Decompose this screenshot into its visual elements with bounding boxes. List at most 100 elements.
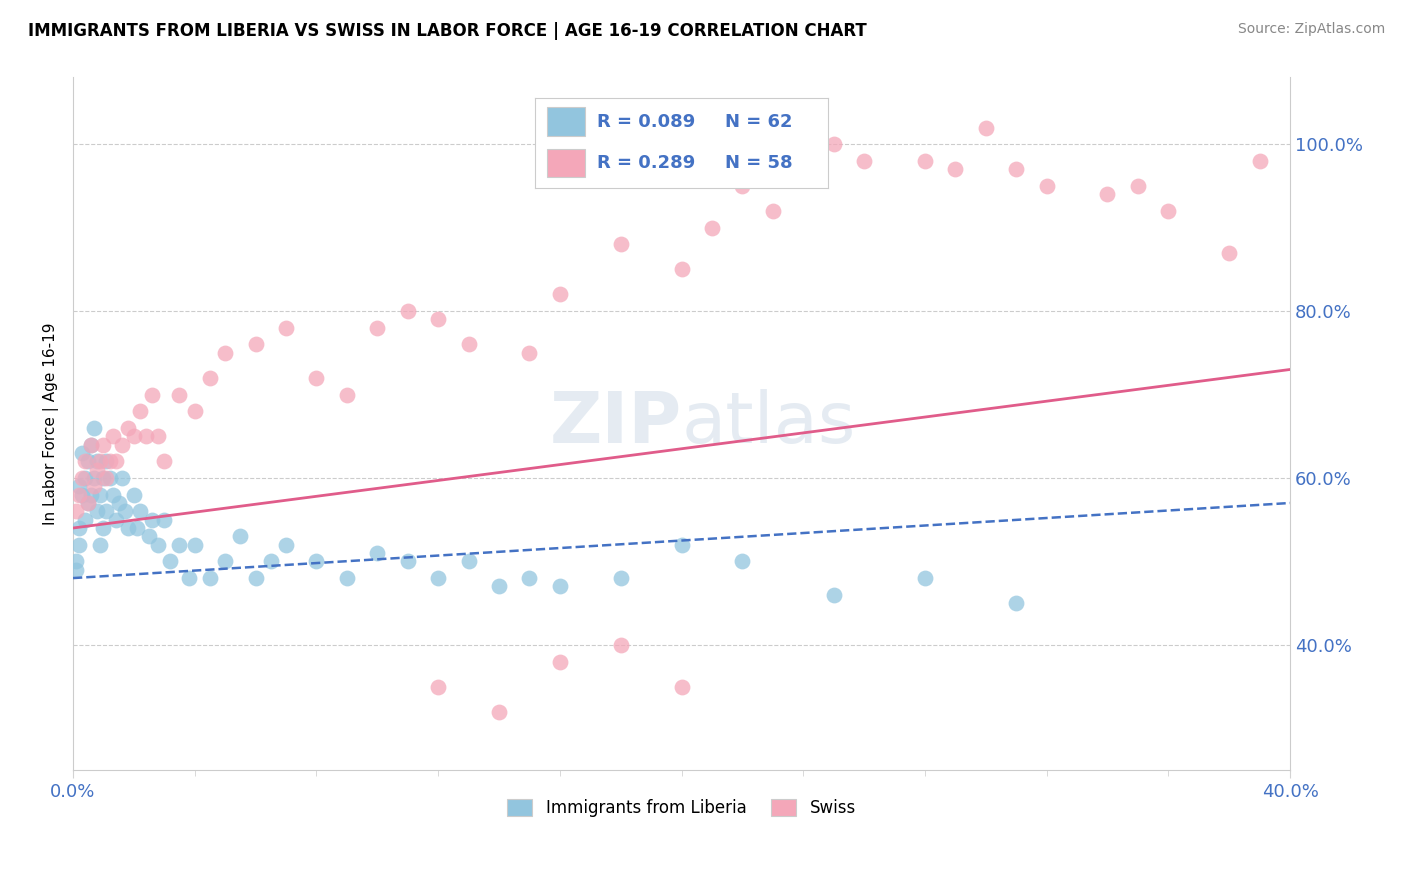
Point <box>214 346 236 360</box>
Point <box>75 471 97 485</box>
Point <box>111 471 134 485</box>
Point <box>396 554 419 568</box>
Point <box>671 680 693 694</box>
Point <box>245 571 267 585</box>
Point <box>89 488 111 502</box>
Point <box>1035 178 1057 193</box>
Point <box>305 554 328 568</box>
Point <box>111 437 134 451</box>
Point <box>117 421 139 435</box>
Point <box>823 137 845 152</box>
Point <box>89 538 111 552</box>
Point <box>1005 162 1028 177</box>
Point <box>366 546 388 560</box>
Point <box>183 404 205 418</box>
Point <box>141 513 163 527</box>
Point <box>548 579 571 593</box>
Point <box>548 287 571 301</box>
Point <box>93 521 115 535</box>
Point <box>101 429 124 443</box>
Point <box>853 153 876 168</box>
Point <box>96 454 118 468</box>
Point <box>135 429 157 443</box>
Point <box>198 371 221 385</box>
Text: Source: ZipAtlas.com: Source: ZipAtlas.com <box>1237 22 1385 37</box>
Point <box>169 387 191 401</box>
Point <box>114 504 136 518</box>
Text: atlas: atlas <box>682 389 856 458</box>
Point <box>129 504 152 518</box>
Point <box>86 454 108 468</box>
Point <box>274 538 297 552</box>
Point <box>122 429 145 443</box>
Point <box>488 705 510 719</box>
Point <box>148 429 170 443</box>
Point <box>183 538 205 552</box>
Point <box>98 471 121 485</box>
Point <box>86 504 108 518</box>
Point <box>89 454 111 468</box>
Point <box>457 554 479 568</box>
Point <box>1218 245 1240 260</box>
Point <box>80 437 103 451</box>
Point <box>96 471 118 485</box>
Y-axis label: In Labor Force | Age 16-19: In Labor Force | Age 16-19 <box>44 323 59 525</box>
Point <box>93 437 115 451</box>
Point <box>229 529 252 543</box>
Point <box>914 153 936 168</box>
Text: IMMIGRANTS FROM LIBERIA VS SWISS IN LABOR FORCE | AGE 16-19 CORRELATION CHART: IMMIGRANTS FROM LIBERIA VS SWISS IN LABO… <box>28 22 868 40</box>
Point <box>86 462 108 476</box>
Point <box>609 571 631 585</box>
Point <box>93 471 115 485</box>
Text: ZIP: ZIP <box>550 389 682 458</box>
Point <box>1005 596 1028 610</box>
Point <box>214 554 236 568</box>
Point <box>671 262 693 277</box>
Point <box>700 220 723 235</box>
Point <box>366 320 388 334</box>
Point <box>153 513 176 527</box>
Point <box>104 454 127 468</box>
Point <box>336 571 359 585</box>
Point <box>1157 203 1180 218</box>
Point <box>70 471 93 485</box>
Point <box>65 504 87 518</box>
Point <box>274 320 297 334</box>
Point <box>1249 153 1271 168</box>
Point <box>427 680 450 694</box>
Point <box>457 337 479 351</box>
Point <box>80 437 103 451</box>
Point <box>129 404 152 418</box>
Point <box>260 554 283 568</box>
Point <box>245 337 267 351</box>
Point <box>67 488 90 502</box>
Point <box>671 538 693 552</box>
Point <box>67 538 90 552</box>
Point <box>1126 178 1149 193</box>
Point <box>914 571 936 585</box>
Point <box>70 446 93 460</box>
Point <box>519 571 541 585</box>
Point <box>141 387 163 401</box>
Point <box>75 513 97 527</box>
Point <box>101 488 124 502</box>
Point <box>762 203 785 218</box>
Point <box>75 454 97 468</box>
Point <box>122 488 145 502</box>
Point <box>519 346 541 360</box>
Point <box>148 538 170 552</box>
Point <box>104 513 127 527</box>
Point <box>77 496 100 510</box>
Point <box>974 120 997 135</box>
Point <box>98 454 121 468</box>
Point <box>83 421 105 435</box>
Point <box>65 554 87 568</box>
Point <box>427 312 450 326</box>
Point <box>169 538 191 552</box>
Point <box>65 563 87 577</box>
Point <box>609 638 631 652</box>
Point <box>609 237 631 252</box>
Point <box>77 454 100 468</box>
Point <box>77 496 100 510</box>
Point <box>96 504 118 518</box>
